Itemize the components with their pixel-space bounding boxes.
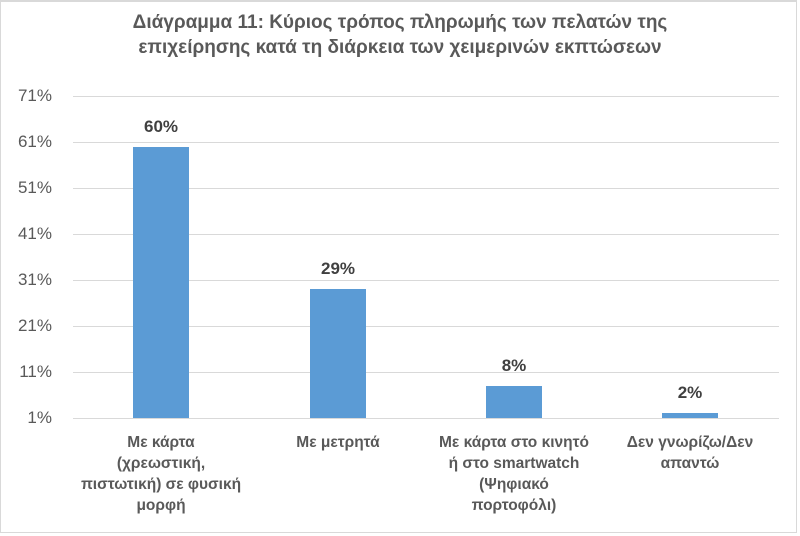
x-category-label: Δεν γνωρίζω/Δεν απαντώ [605,432,775,474]
y-tick-label: 71% [17,86,52,105]
data-label: 60% [143,117,179,136]
data-label: 2% [677,383,703,402]
data-label: 8% [501,356,527,375]
y-tick-label: 1% [27,408,52,427]
x-category-label-line: πιστωτική) σε φυσική [80,476,242,493]
bar [486,386,542,418]
gridline [73,234,779,235]
y-tick-label: 31% [17,270,52,289]
gridline [73,418,779,419]
y-tick-label: 41% [17,224,52,243]
x-category-label: Με κάρτα στο κινητό ή στο smartwatch (Ψηφι… [429,432,599,516]
y-tick-label: 61% [17,132,52,151]
x-category-label-line: πορτοφόλι) [471,497,557,514]
x-category-label: Με μετρητά [253,432,423,453]
x-category-label-line: (Ψηφιακό [479,476,549,493]
x-category-label-line: Με κάρτα στο κινητό [439,434,589,451]
gridline [73,326,779,327]
x-category-label-line: (χρεωστική, [116,455,206,472]
chart-title-line-2: επιχείρησης κατά τη διάρκεια των χειμερι… [138,37,662,58]
gridline [73,280,779,281]
gridline [73,372,779,373]
gridline [73,188,779,189]
x-category-label-line: Δεν γνωρίζω/Δεν [626,434,754,451]
x-category-label-line: Με μετρητά [296,434,380,451]
data-label: 29% [320,259,356,278]
gridline [73,96,779,97]
x-category-label-line: απαντώ [660,455,720,472]
gridline [73,142,779,143]
y-tick-label: 21% [17,316,52,335]
y-tick-label: 51% [17,178,52,197]
x-category-label-line: ή στο smartwatch [448,455,580,472]
bar [310,289,366,418]
chart-title: Διάγραμμα 11: Κύριος τρόπος πληρωμής των… [80,10,720,60]
x-category-label: Με κάρτα (χρεωστική, πιστωτική) σε φυσική μ… [76,432,246,516]
chart-title-line-1: Διάγραμμα 11: Κύριος τρόπος πληρωμής των… [132,12,668,33]
y-tick-label: 11% [19,362,52,381]
x-category-label-line: Με κάρτα [127,434,195,451]
bar [662,413,718,418]
bar [133,147,189,418]
x-category-label-line: μορφή [136,497,186,514]
